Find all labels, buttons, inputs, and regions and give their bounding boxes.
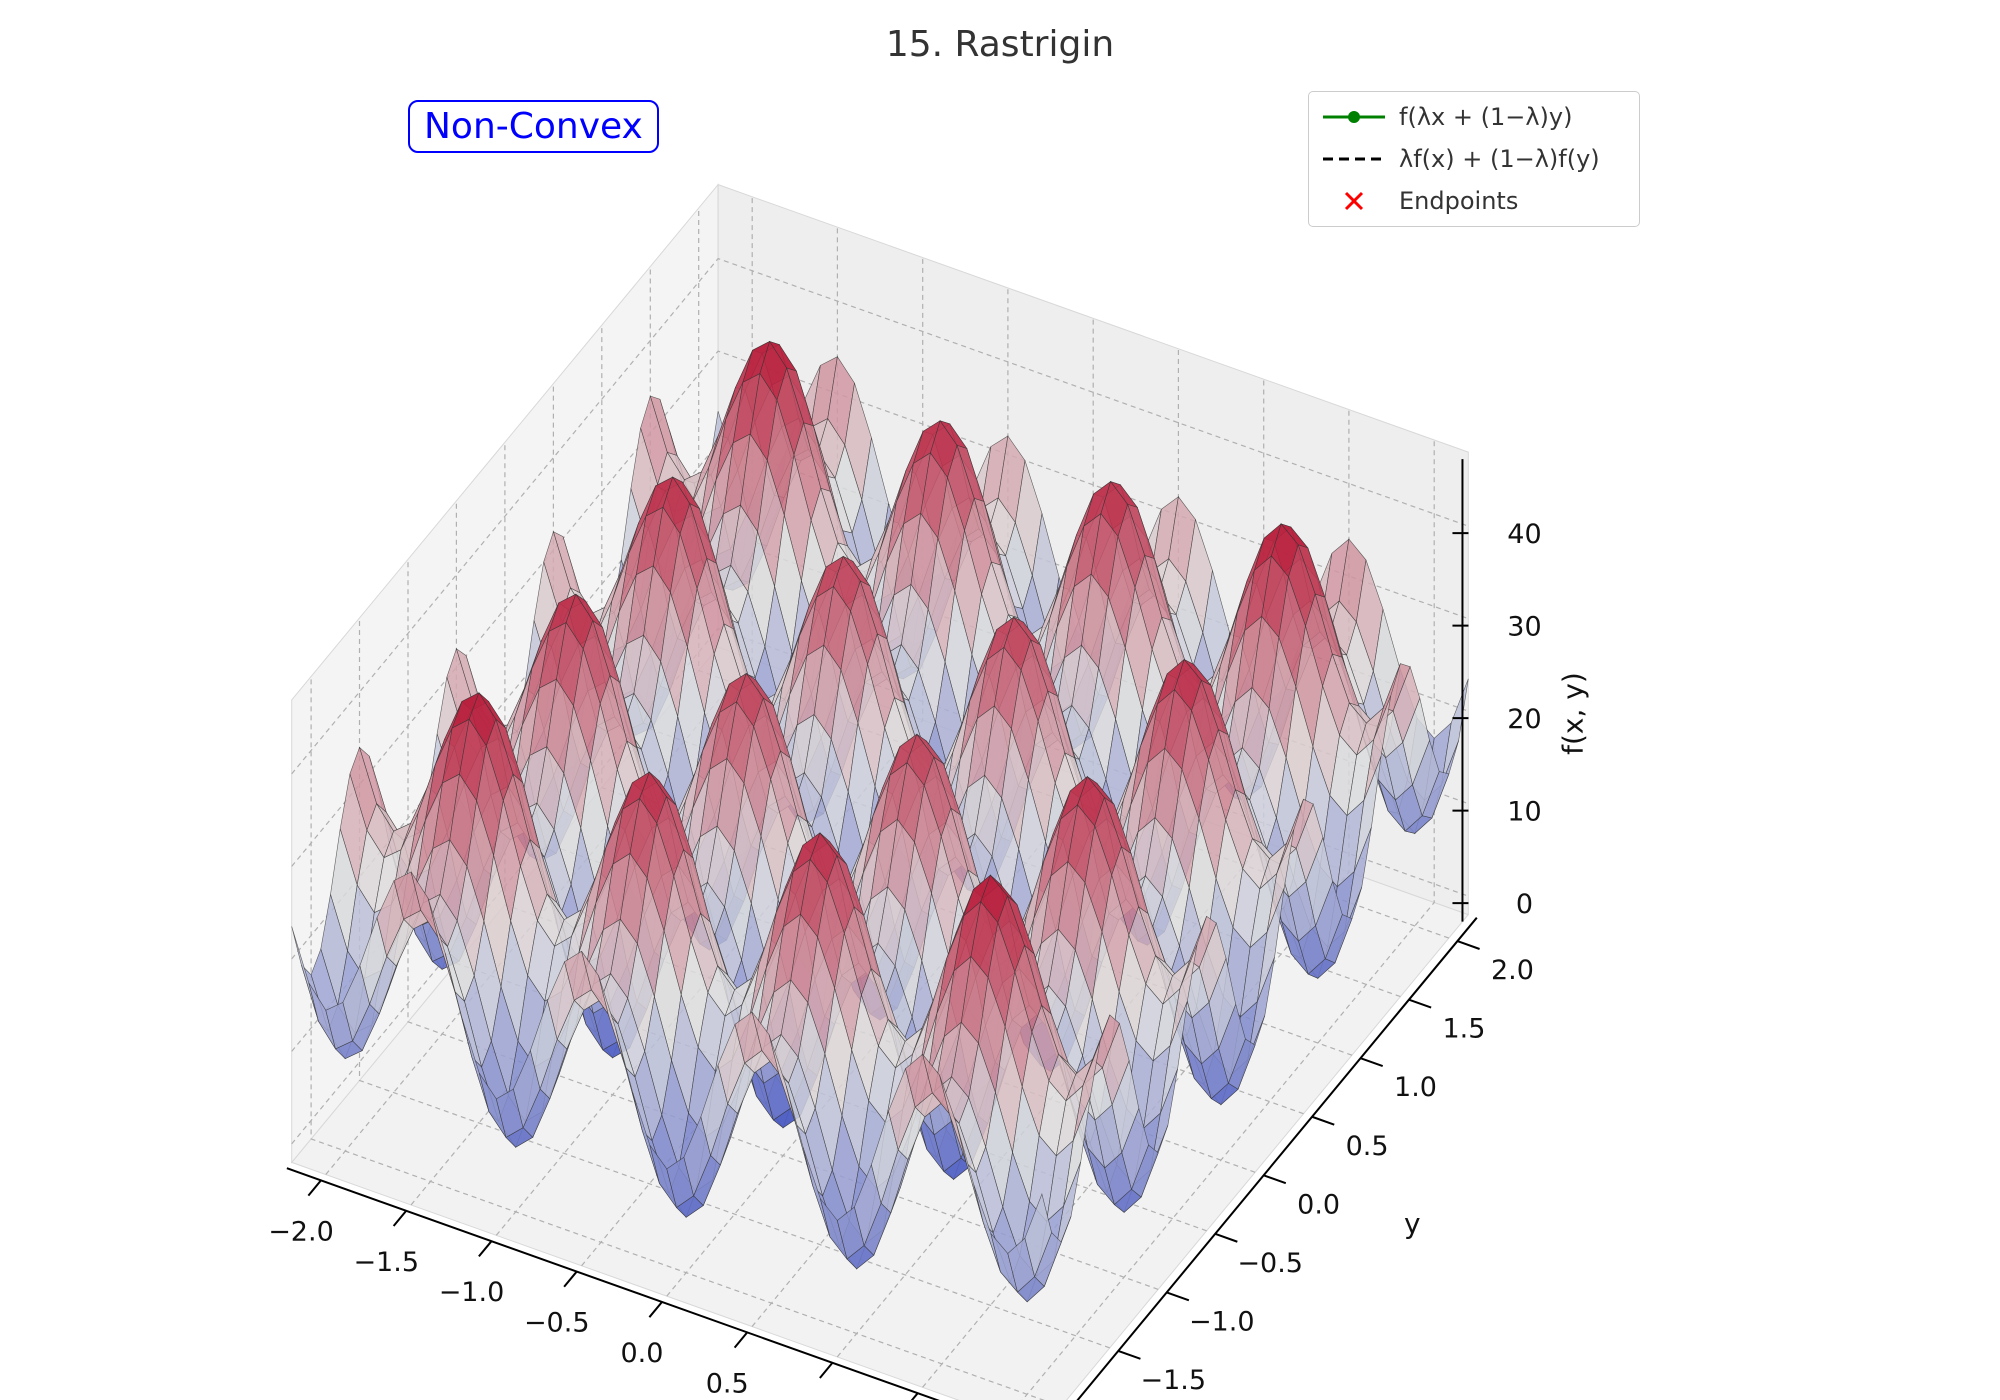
legend-label: Endpoints <box>1399 187 1519 215</box>
z-tick-label: 10 <box>1507 797 1541 828</box>
y-tick <box>1263 1174 1287 1185</box>
x-tick-label: 1.0 <box>791 1399 834 1400</box>
legend-item-chord: λf(x) + (1−λ)f(y) <box>1309 140 1639 180</box>
y-tick <box>1311 1115 1335 1126</box>
y-tick-label: 1.5 <box>1442 1014 1485 1045</box>
legend-label: λf(x) + (1−λ)f(y) <box>1399 145 1600 173</box>
surface-patch <box>1024 1193 1052 1278</box>
z-tick-label: 20 <box>1507 704 1541 735</box>
y-tick-label: 2.0 <box>1491 955 1534 986</box>
y-tick-label: 0.0 <box>1297 1189 1340 1220</box>
x-tick <box>392 1210 407 1227</box>
y-tick-label: −1.0 <box>1189 1306 1255 1337</box>
y-tick-label: −0.5 <box>1237 1248 1303 1279</box>
grid-line-z <box>291 257 1469 775</box>
legend-label: f(λx + (1−λ)y) <box>1399 103 1573 131</box>
x-tick <box>733 1331 748 1349</box>
x-tick <box>648 1301 663 1318</box>
chart-title: 15. Rastrigin <box>885 24 1115 65</box>
red-x-marker-icon <box>1344 191 1364 211</box>
x-tick-label: 0.0 <box>620 1338 663 1369</box>
y-tick-label: −1.5 <box>1140 1365 1206 1396</box>
convexity-badge: Non-Convex <box>408 100 659 153</box>
x-tick <box>910 1392 919 1400</box>
green-line-dot-icon <box>1323 111 1385 123</box>
y-tick <box>1360 1057 1384 1068</box>
rastrigin-surface <box>291 340 1469 1303</box>
x-tick <box>563 1270 578 1288</box>
grid-line-z <box>291 350 1469 867</box>
y-tick-label: 1.0 <box>1394 1072 1437 1103</box>
x-tick-label: −1.5 <box>353 1247 419 1278</box>
legend: f(λx + (1−λ)y) λf(x) + (1−λ)f(y) Endpoin… <box>1308 91 1640 227</box>
y-tick <box>1457 940 1480 950</box>
legend-item-convex-combination: f(λx + (1−λ)y) <box>1309 98 1639 138</box>
grid-line-x <box>1021 440 1435 1400</box>
x-tick <box>478 1240 493 1258</box>
y-tick <box>1408 998 1432 1009</box>
axes-ticks: −2.0−1.5−1.0−0.50.00.51.01.52.0−2.0−1.5−… <box>268 519 1589 1400</box>
y-tick <box>1214 1232 1238 1243</box>
black-dashed-line-icon <box>1323 157 1385 161</box>
y-axis-label: y <box>1404 1207 1421 1240</box>
x-tick <box>307 1179 322 1197</box>
z-tick-label: 40 <box>1507 519 1541 550</box>
x-tick <box>819 1362 834 1379</box>
grid-line-y <box>310 676 1045 1400</box>
y-tick <box>1117 1350 1141 1360</box>
z-tick-label: 0 <box>1516 889 1533 920</box>
y-tick <box>1166 1291 1190 1302</box>
x-tick-label: −0.5 <box>524 1308 590 1339</box>
grid-line-y <box>407 559 1159 1290</box>
x-tick-label: −1.0 <box>439 1277 505 1308</box>
x-tick-label: 0.5 <box>706 1368 749 1399</box>
z-axis-label: f(x, y) <box>1556 672 1589 755</box>
legend-item-endpoints: Endpoints <box>1309 182 1639 222</box>
z-tick-label: 30 <box>1507 612 1541 643</box>
y-tick-label: 0.5 <box>1346 1131 1389 1162</box>
x-tick-label: −2.0 <box>268 1216 334 1247</box>
